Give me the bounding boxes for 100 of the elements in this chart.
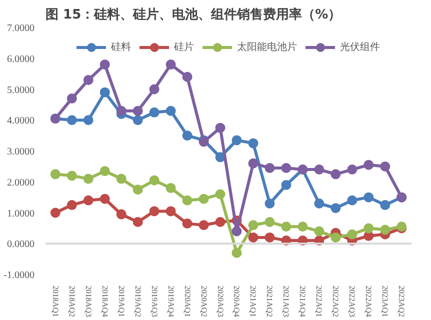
x-tick-label: 2018AQ3 — [84, 286, 93, 318]
legend-label: 硅料 — [111, 40, 131, 54]
point — [66, 170, 77, 181]
point — [149, 175, 160, 186]
point — [215, 189, 226, 200]
y-tick-label: -1.0000 — [4, 270, 35, 281]
x-tick-label: 2021AQ4 — [298, 286, 308, 318]
point — [166, 183, 176, 194]
x-tick-label: 2018AQ1 — [50, 286, 60, 318]
point — [232, 248, 242, 258]
x-tick-label: 2018AQ4 — [100, 286, 110, 318]
point — [264, 232, 275, 242]
y-tick-label: 7.0000 — [7, 23, 34, 34]
x-tick-label: 2020AQ2 — [199, 286, 208, 318]
x-tick-label: 2020AQ1 — [182, 286, 192, 318]
x-tick-label: 2022AQ3 — [348, 286, 357, 318]
point — [232, 135, 242, 146]
point — [347, 229, 358, 240]
point — [380, 200, 390, 210]
legend-label: 太阳能电池片 — [237, 40, 297, 54]
point — [100, 194, 110, 204]
point — [248, 158, 258, 168]
point — [132, 106, 143, 116]
x-tick-label: 2019AQ1 — [116, 286, 126, 318]
point — [248, 220, 258, 230]
point — [364, 223, 374, 234]
y-tick-label: 3.0000 — [7, 146, 34, 158]
point — [232, 226, 242, 236]
point — [281, 222, 292, 232]
point — [182, 195, 192, 206]
point — [215, 122, 226, 133]
y-tick-label: 0.0000 — [7, 239, 34, 250]
point — [100, 166, 110, 176]
point — [100, 87, 110, 98]
point — [50, 208, 60, 218]
point — [116, 209, 126, 220]
point — [347, 195, 358, 206]
point — [83, 74, 94, 85]
x-tick-label: 2022AQ1 — [314, 286, 324, 318]
point — [83, 195, 94, 206]
point — [166, 206, 176, 216]
point — [100, 60, 110, 70]
point — [149, 206, 160, 216]
point — [380, 224, 390, 235]
legend-label: 硅片 — [174, 40, 194, 54]
x-tick-label: 2019AQ3 — [150, 286, 159, 318]
y-tick-label: 5.0000 — [7, 84, 34, 96]
x-tick-label: 2021AQ2 — [265, 286, 274, 318]
x-tick-label: 2022AQ4 — [364, 286, 374, 318]
point — [298, 222, 308, 232]
y-tick-label: 2.0000 — [7, 177, 34, 188]
x-tick-label: 2022AQ2 — [331, 286, 340, 318]
legend-label: 光伏组件 — [340, 40, 380, 54]
x-tick-label: 2020AQ4 — [232, 286, 242, 318]
point — [281, 162, 292, 173]
point — [66, 200, 77, 210]
y-tick-label: 4.0000 — [7, 116, 34, 127]
chart-title: 图 15：硅料、硅片、电池、组件销售费用率（%） — [46, 6, 342, 22]
point — [215, 217, 226, 228]
point — [182, 130, 192, 141]
point — [380, 161, 390, 172]
point — [132, 217, 143, 228]
point — [149, 107, 160, 118]
point — [198, 220, 209, 230]
point — [330, 169, 341, 180]
point — [314, 198, 324, 208]
point — [83, 174, 94, 184]
point — [248, 138, 258, 148]
point — [166, 60, 176, 70]
y-tick-label: 6.0000 — [7, 54, 34, 65]
point — [264, 198, 275, 208]
x-tick-label: 2023AQ2 — [397, 286, 406, 318]
point — [330, 232, 341, 242]
point — [330, 203, 341, 214]
point — [166, 106, 176, 116]
point — [83, 115, 94, 126]
point — [364, 160, 374, 170]
point — [182, 72, 192, 82]
point — [314, 164, 324, 175]
x-tick-label: 2019AQ2 — [133, 286, 142, 318]
x-tick-label: 2019AQ4 — [166, 286, 176, 318]
point — [248, 232, 258, 242]
point — [132, 184, 143, 195]
point — [314, 226, 324, 236]
x-tick-label: 2023AQ1 — [380, 286, 390, 318]
point — [50, 169, 60, 180]
x-tick-label: 2020AQ3 — [216, 286, 225, 318]
point — [66, 94, 77, 104]
x-tick-label: 2021AQ3 — [282, 286, 291, 318]
x-tick-label: 2018AQ2 — [67, 286, 76, 318]
x-tick-label: 2021AQ1 — [248, 286, 258, 318]
point — [281, 180, 292, 190]
point — [149, 84, 160, 94]
point — [182, 218, 192, 229]
point — [66, 115, 77, 126]
point — [264, 162, 275, 173]
point — [132, 115, 143, 126]
y-tick-label: 1.0000 — [7, 208, 34, 220]
point — [116, 174, 126, 184]
point — [347, 164, 358, 175]
